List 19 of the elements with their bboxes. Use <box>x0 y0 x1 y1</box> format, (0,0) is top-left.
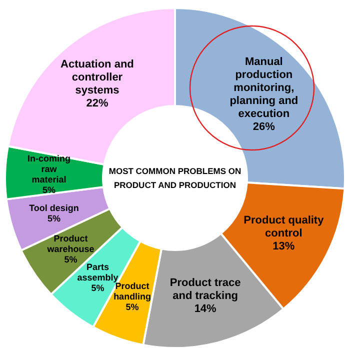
slice-label: Actuation and controller systems <box>60 58 134 96</box>
data-label: 5% <box>64 254 78 264</box>
slice-label: Product trace and tracking <box>170 277 241 302</box>
data-label: 26% <box>252 120 276 133</box>
data-label: 14% <box>194 303 217 316</box>
data-label: 22% <box>86 97 108 110</box>
slice-label: Parts assembly <box>77 262 118 283</box>
slice-label: Product quality control <box>244 214 325 240</box>
text: MOST COMMON PROBLEMS ON PRODUCT AND PRODUCTION <box>108 166 242 190</box>
data-label: 5% <box>126 302 139 312</box>
slice-label: Product warehouse <box>46 233 94 254</box>
slice-label: Manual production monitoring, planning and execution <box>230 56 298 120</box>
data-label: 5% <box>47 213 61 224</box>
slice-label: Tool design <box>29 202 79 213</box>
slice-label: In-coming raw material <box>28 153 71 184</box>
data-label: 13% <box>272 240 295 252</box>
data-label: 5% <box>91 283 104 294</box>
slice-label: Product handling <box>114 281 152 302</box>
data-label: 5% <box>42 184 56 195</box>
